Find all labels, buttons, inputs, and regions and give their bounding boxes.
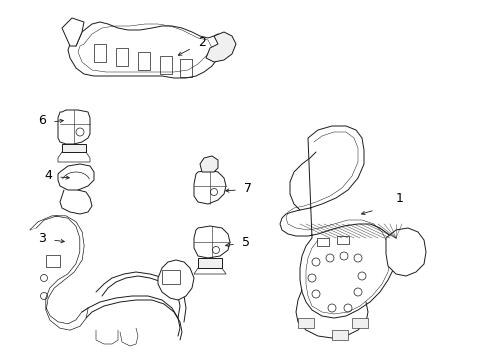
Polygon shape (200, 156, 218, 172)
Bar (336, 236, 348, 244)
Polygon shape (194, 170, 225, 204)
Bar (46, 255, 60, 267)
Text: 6: 6 (38, 113, 46, 126)
Polygon shape (385, 228, 425, 276)
Polygon shape (58, 110, 90, 144)
Polygon shape (158, 260, 194, 300)
Polygon shape (194, 226, 229, 258)
Bar (160, 56, 172, 74)
Text: 3: 3 (38, 231, 46, 244)
Text: 2: 2 (198, 36, 205, 49)
Bar (316, 238, 328, 246)
Bar (94, 44, 106, 62)
Bar (138, 52, 150, 70)
Text: 4: 4 (44, 168, 52, 181)
Text: 5: 5 (242, 235, 249, 248)
Polygon shape (205, 32, 236, 62)
Bar (116, 48, 128, 66)
Polygon shape (62, 18, 84, 46)
Polygon shape (30, 216, 88, 330)
Polygon shape (351, 318, 367, 328)
Polygon shape (198, 258, 222, 268)
Bar (180, 59, 192, 77)
Polygon shape (62, 144, 86, 152)
Polygon shape (68, 22, 224, 78)
Polygon shape (58, 164, 94, 190)
Polygon shape (297, 318, 313, 328)
Text: 1: 1 (395, 192, 403, 204)
Bar (162, 270, 180, 284)
Polygon shape (331, 330, 347, 340)
Text: 7: 7 (244, 181, 251, 194)
Polygon shape (280, 126, 395, 318)
